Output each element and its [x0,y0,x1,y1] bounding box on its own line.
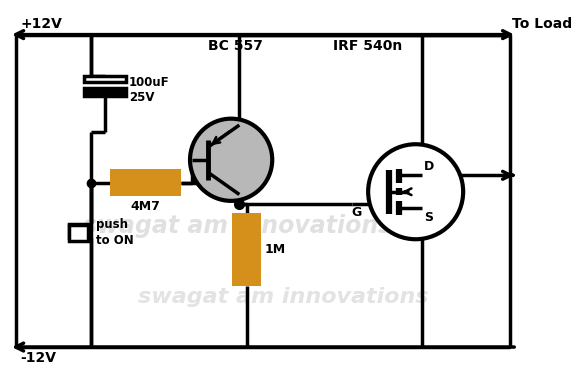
Bar [84,88,126,96]
Bar [232,213,261,286]
Bar [84,76,126,82]
Text: swagat am innovations: swagat am innovations [138,287,428,307]
Circle shape [190,119,272,201]
Text: 4M7: 4M7 [130,200,160,213]
Text: 100uF
25V: 100uF 25V [129,76,169,104]
Text: swagat am innovations: swagat am innovations [83,214,392,239]
Text: BC 557: BC 557 [208,39,263,53]
Bar [69,224,88,241]
Text: S: S [424,211,433,224]
Text: D: D [424,160,434,173]
Text: push
to ON: push to ON [96,218,134,247]
Circle shape [368,144,463,239]
Bar [69,224,90,238]
Text: -12V: -12V [20,351,56,365]
Text: 1M: 1M [265,243,286,256]
Text: IRF 540n: IRF 540n [333,39,403,53]
Text: To Load: To Load [511,17,571,31]
Text: G: G [351,206,362,219]
Bar [110,169,181,196]
Text: +12V: +12V [20,17,62,31]
